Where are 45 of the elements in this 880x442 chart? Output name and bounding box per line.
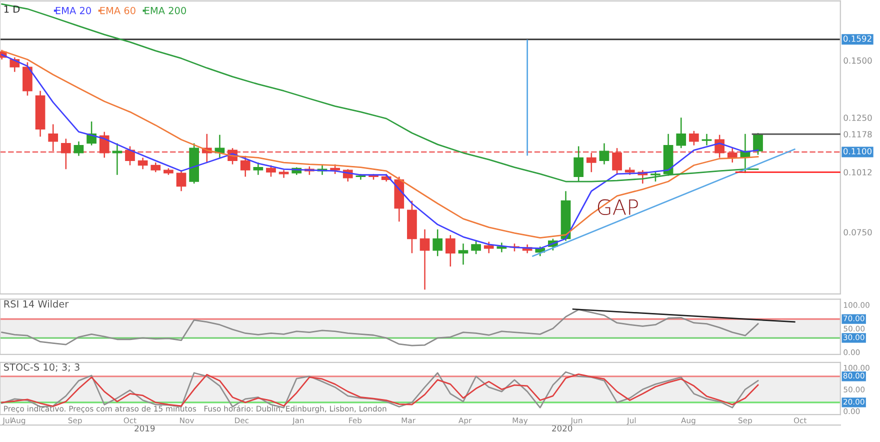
y-tick-label: 0.1012 — [844, 169, 872, 176]
candlestick — [445, 234, 456, 268]
candlestick — [484, 241, 494, 254]
candlestick — [574, 146, 584, 182]
candlestick — [586, 152, 596, 173]
candlestick — [753, 132, 763, 156]
y-tick-label: 0.1178 — [844, 131, 872, 138]
candlestick — [458, 242, 468, 266]
candlestick — [676, 117, 686, 149]
candlestick — [22, 62, 32, 96]
candlestick — [689, 130, 699, 146]
candlestick — [612, 147, 622, 176]
line-series — [1, 308, 759, 346]
candlestick — [253, 162, 264, 176]
y-tick-label: 0.1500 — [844, 57, 872, 64]
chart-title: RSI 14 Wilder — [4, 300, 69, 308]
ref-line-label: 0.1592 — [843, 35, 872, 42]
candlestick — [420, 228, 430, 290]
chart-title: 1 D — [4, 6, 20, 13]
legend-label: EMA 60 — [100, 6, 136, 14]
candlestick — [727, 147, 738, 164]
ref-line-label: 0.1100 — [843, 148, 872, 154]
candlestick — [702, 133, 712, 146]
legend-label: EMA 20 — [56, 6, 91, 14]
chart-title: STOC-S 10; 3; 3 — [4, 363, 80, 372]
candlestick — [240, 155, 250, 178]
candlestick — [138, 157, 148, 170]
candlestick — [599, 142, 610, 165]
candlestick — [176, 169, 186, 192]
y-tick-label: 0.1250 — [844, 114, 872, 121]
candlestick — [150, 162, 161, 173]
annotation: GAP — [598, 199, 638, 215]
legend-label: EMA 200 — [144, 6, 186, 14]
x2-tick-label: 2019 — [134, 425, 155, 432]
candlestick — [60, 138, 71, 170]
y-tick-label: 0.0750 — [844, 229, 872, 236]
candlestick — [432, 228, 443, 257]
candlestick — [650, 170, 660, 182]
candlestick — [74, 140, 84, 157]
candlestick — [48, 124, 58, 152]
candlestick — [112, 142, 122, 176]
line-series — [1, 3, 759, 182]
candlestick — [125, 146, 135, 166]
candlestick — [99, 131, 110, 158]
candlestick — [471, 240, 481, 255]
